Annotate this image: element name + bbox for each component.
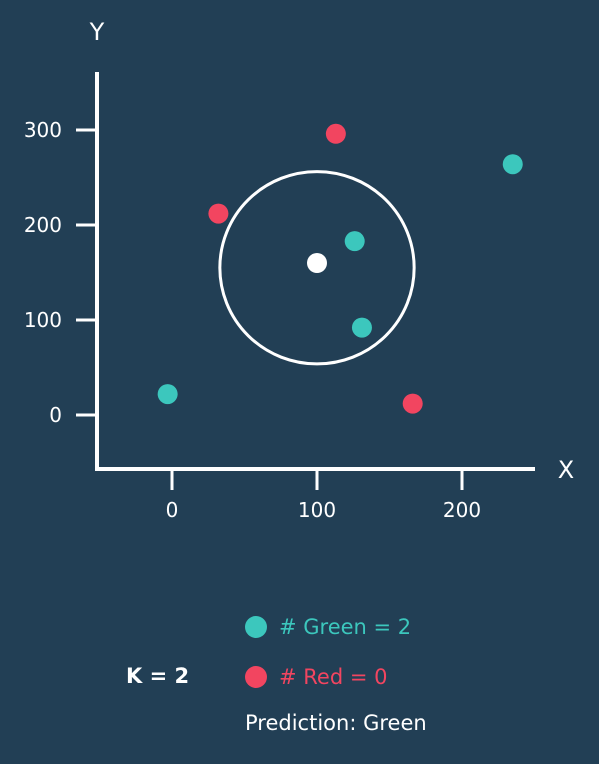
y-tick-label: 300 (24, 118, 62, 142)
query-point (307, 253, 327, 273)
legend-red-count: # Red = 0 (279, 665, 388, 689)
legend-red-dot (245, 666, 267, 688)
legend-green-dot (245, 616, 267, 638)
knn-scatter-chart: Y X 0 100 200 300 0 100 200 (24, 18, 574, 522)
y-tick-label: 0 (49, 403, 62, 427)
red-data-point (402, 393, 423, 414)
legend: # Green = 2 K = 2 # Red = 0 Prediction: … (0, 600, 599, 760)
x-axis-title: X (558, 456, 574, 484)
x-tick-label: 100 (298, 498, 336, 522)
x-tick-label: 0 (166, 498, 179, 522)
prediction-label: Prediction: Green (245, 711, 427, 735)
y-axis-title: Y (89, 18, 105, 46)
green-data-point (157, 384, 178, 405)
k-value-label: K = 2 (126, 664, 190, 688)
y-tick-label: 200 (24, 213, 62, 237)
red-data-point (208, 203, 229, 224)
y-tick-label: 100 (24, 308, 62, 332)
x-tick-label: 200 (443, 498, 481, 522)
legend-green-row: # Green = 2 (245, 615, 411, 639)
legend-green-count: # Green = 2 (279, 615, 412, 639)
red-data-point (325, 123, 346, 144)
green-data-point (351, 317, 372, 338)
green-data-point (344, 231, 365, 252)
legend-red-row: # Red = 0 (245, 665, 387, 689)
neighborhood-circle (218, 170, 416, 366)
green-data-point (502, 154, 523, 175)
